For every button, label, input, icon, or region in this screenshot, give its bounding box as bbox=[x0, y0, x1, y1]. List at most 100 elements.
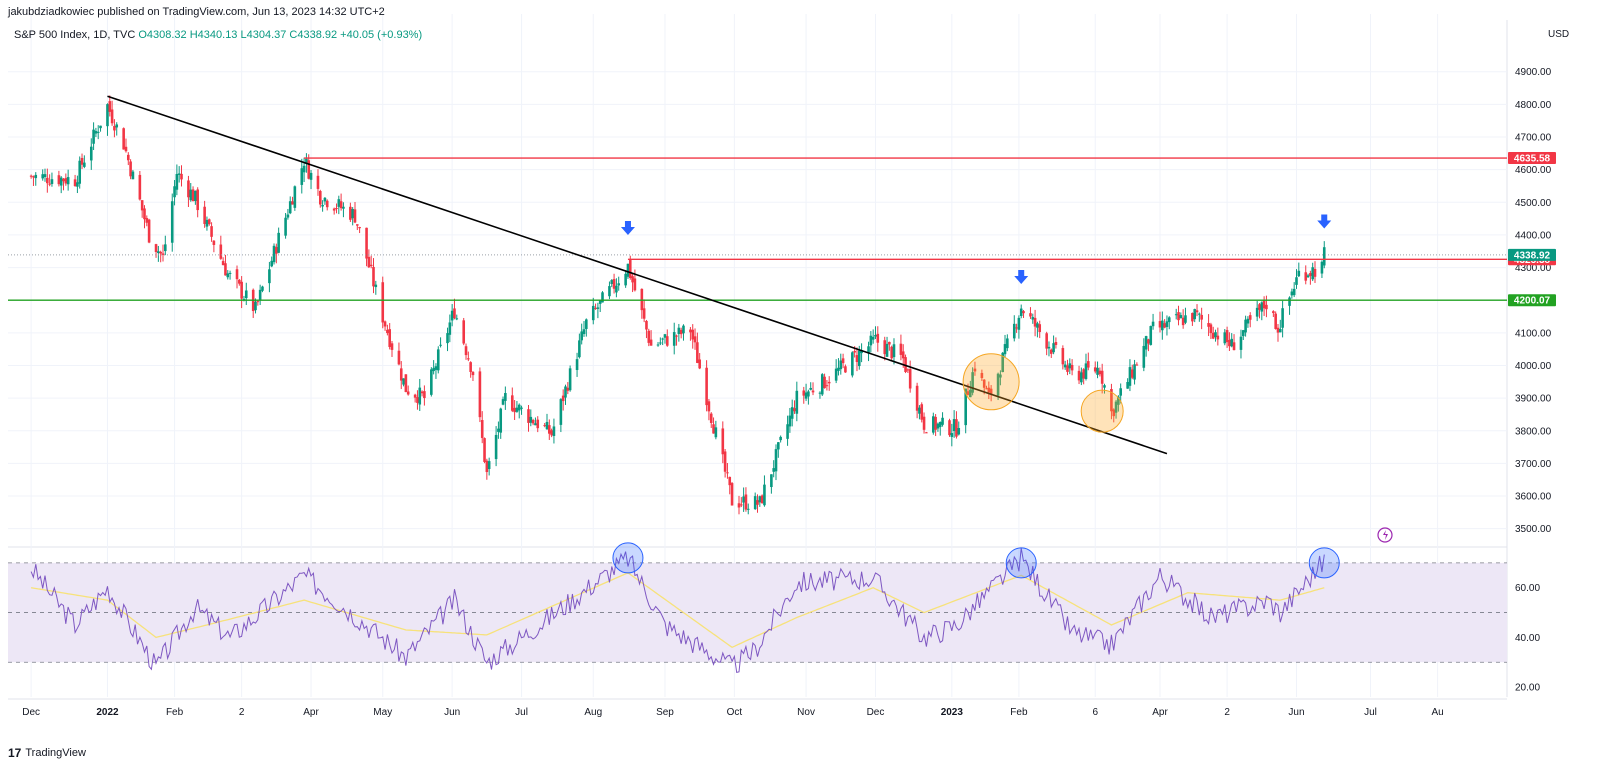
candle-body bbox=[1161, 320, 1164, 331]
candle-body bbox=[672, 332, 676, 346]
candle-body bbox=[270, 260, 274, 267]
candle-body bbox=[899, 343, 903, 355]
candle-body bbox=[1193, 309, 1197, 320]
tradingview-logo[interactable]: 17 TradingView bbox=[8, 746, 86, 760]
y-tick-label: 3500.00 bbox=[1515, 524, 1552, 535]
candle-body bbox=[1158, 321, 1162, 328]
candle-body bbox=[238, 279, 241, 284]
candle-body bbox=[904, 357, 907, 373]
candle-body bbox=[1248, 315, 1252, 320]
candle-body bbox=[790, 407, 794, 419]
candle-body bbox=[469, 362, 472, 372]
candle-body bbox=[316, 175, 320, 189]
candle-body bbox=[448, 322, 452, 335]
candle-body bbox=[575, 359, 579, 370]
candle-body bbox=[1200, 314, 1203, 320]
candle-body bbox=[205, 219, 209, 227]
x-tick-label: 2 bbox=[239, 707, 245, 718]
y-tick-label: 3900.00 bbox=[1515, 394, 1552, 405]
candle-body bbox=[32, 176, 35, 178]
candle-body bbox=[106, 104, 109, 127]
candle-body bbox=[615, 285, 618, 293]
candle-body bbox=[1290, 291, 1294, 296]
candle-body bbox=[131, 171, 135, 180]
candle-body bbox=[568, 368, 572, 391]
candle-body bbox=[439, 344, 442, 346]
candle-body bbox=[59, 177, 63, 186]
candle-body bbox=[1084, 363, 1088, 380]
candle-body bbox=[1019, 308, 1023, 317]
candle-body bbox=[1309, 273, 1312, 276]
candle-body bbox=[140, 200, 144, 211]
candle-body bbox=[430, 369, 433, 395]
candle-body bbox=[145, 218, 149, 223]
candle-body bbox=[226, 273, 230, 278]
candle-body bbox=[1110, 389, 1113, 412]
y-tick-label: 4100.00 bbox=[1515, 328, 1552, 339]
symbol-name: S&P 500 Index, 1D, TVC bbox=[14, 29, 136, 41]
candle-body bbox=[723, 451, 727, 472]
candle-body bbox=[973, 368, 977, 372]
candle-body bbox=[698, 359, 701, 369]
candle-body bbox=[203, 206, 206, 224]
candle-body bbox=[159, 251, 162, 254]
candle-body bbox=[467, 358, 470, 360]
candle-body bbox=[628, 260, 632, 279]
candle-body bbox=[244, 290, 248, 299]
candle-body bbox=[180, 173, 183, 180]
candle-body bbox=[64, 178, 68, 184]
candle-body bbox=[578, 340, 581, 358]
candle-body bbox=[1112, 409, 1116, 417]
candle-body bbox=[436, 349, 440, 371]
symbol-legend[interactable]: S&P 500 Index, 1D, TVC O4308.32 H4340.13… bbox=[14, 29, 422, 41]
candle-body bbox=[455, 318, 459, 320]
x-tick-label: 2022 bbox=[96, 707, 119, 718]
candle-body bbox=[966, 391, 970, 395]
candle-body bbox=[860, 350, 863, 354]
candle-body bbox=[390, 343, 394, 350]
candle-body bbox=[804, 392, 808, 399]
candle-body bbox=[936, 423, 940, 429]
candle-body bbox=[66, 177, 70, 185]
y-tick-label: 4300.00 bbox=[1515, 263, 1552, 274]
candle-body bbox=[256, 301, 260, 303]
candle-body bbox=[999, 374, 1002, 378]
candle-body bbox=[325, 200, 329, 208]
candle-body bbox=[1006, 338, 1009, 349]
level-label: 4200.07 bbox=[1514, 296, 1551, 307]
candle-body bbox=[1038, 324, 1042, 333]
candle-body bbox=[187, 180, 190, 198]
candle-body bbox=[548, 425, 551, 434]
candle-body bbox=[1198, 313, 1201, 315]
rsi-line bbox=[30, 548, 1325, 674]
y-tick-label: 4800.00 bbox=[1515, 100, 1552, 111]
candle-body bbox=[1292, 288, 1296, 296]
candle-body bbox=[682, 325, 685, 334]
y-tick-label: 3800.00 bbox=[1515, 426, 1552, 437]
candle-body bbox=[286, 214, 290, 218]
publisher-note: jakubdziadkowiec published on TradingVie… bbox=[8, 6, 385, 18]
candle-body bbox=[901, 351, 905, 359]
candle-body bbox=[1003, 344, 1007, 355]
candle-body bbox=[591, 305, 595, 321]
candle-body bbox=[235, 269, 239, 280]
candle-body bbox=[302, 165, 306, 173]
candle-body bbox=[531, 419, 535, 424]
candle-body bbox=[908, 369, 912, 389]
candle-body bbox=[982, 379, 986, 388]
candle-body bbox=[742, 496, 745, 503]
candle-body bbox=[763, 484, 766, 506]
candle-body bbox=[108, 101, 112, 112]
x-tick-label: Oct bbox=[727, 707, 743, 718]
candle-body bbox=[1117, 396, 1120, 405]
candle-body bbox=[399, 368, 403, 381]
candle-body bbox=[1144, 336, 1148, 350]
x-tick-label: Au bbox=[1431, 707, 1443, 718]
candle-body bbox=[1029, 313, 1032, 317]
candle-body bbox=[969, 389, 972, 398]
candle-body bbox=[332, 208, 336, 211]
candle-body bbox=[404, 374, 408, 393]
candle-body bbox=[561, 395, 565, 402]
candle-body bbox=[1077, 370, 1081, 381]
candle-body bbox=[1128, 367, 1132, 386]
